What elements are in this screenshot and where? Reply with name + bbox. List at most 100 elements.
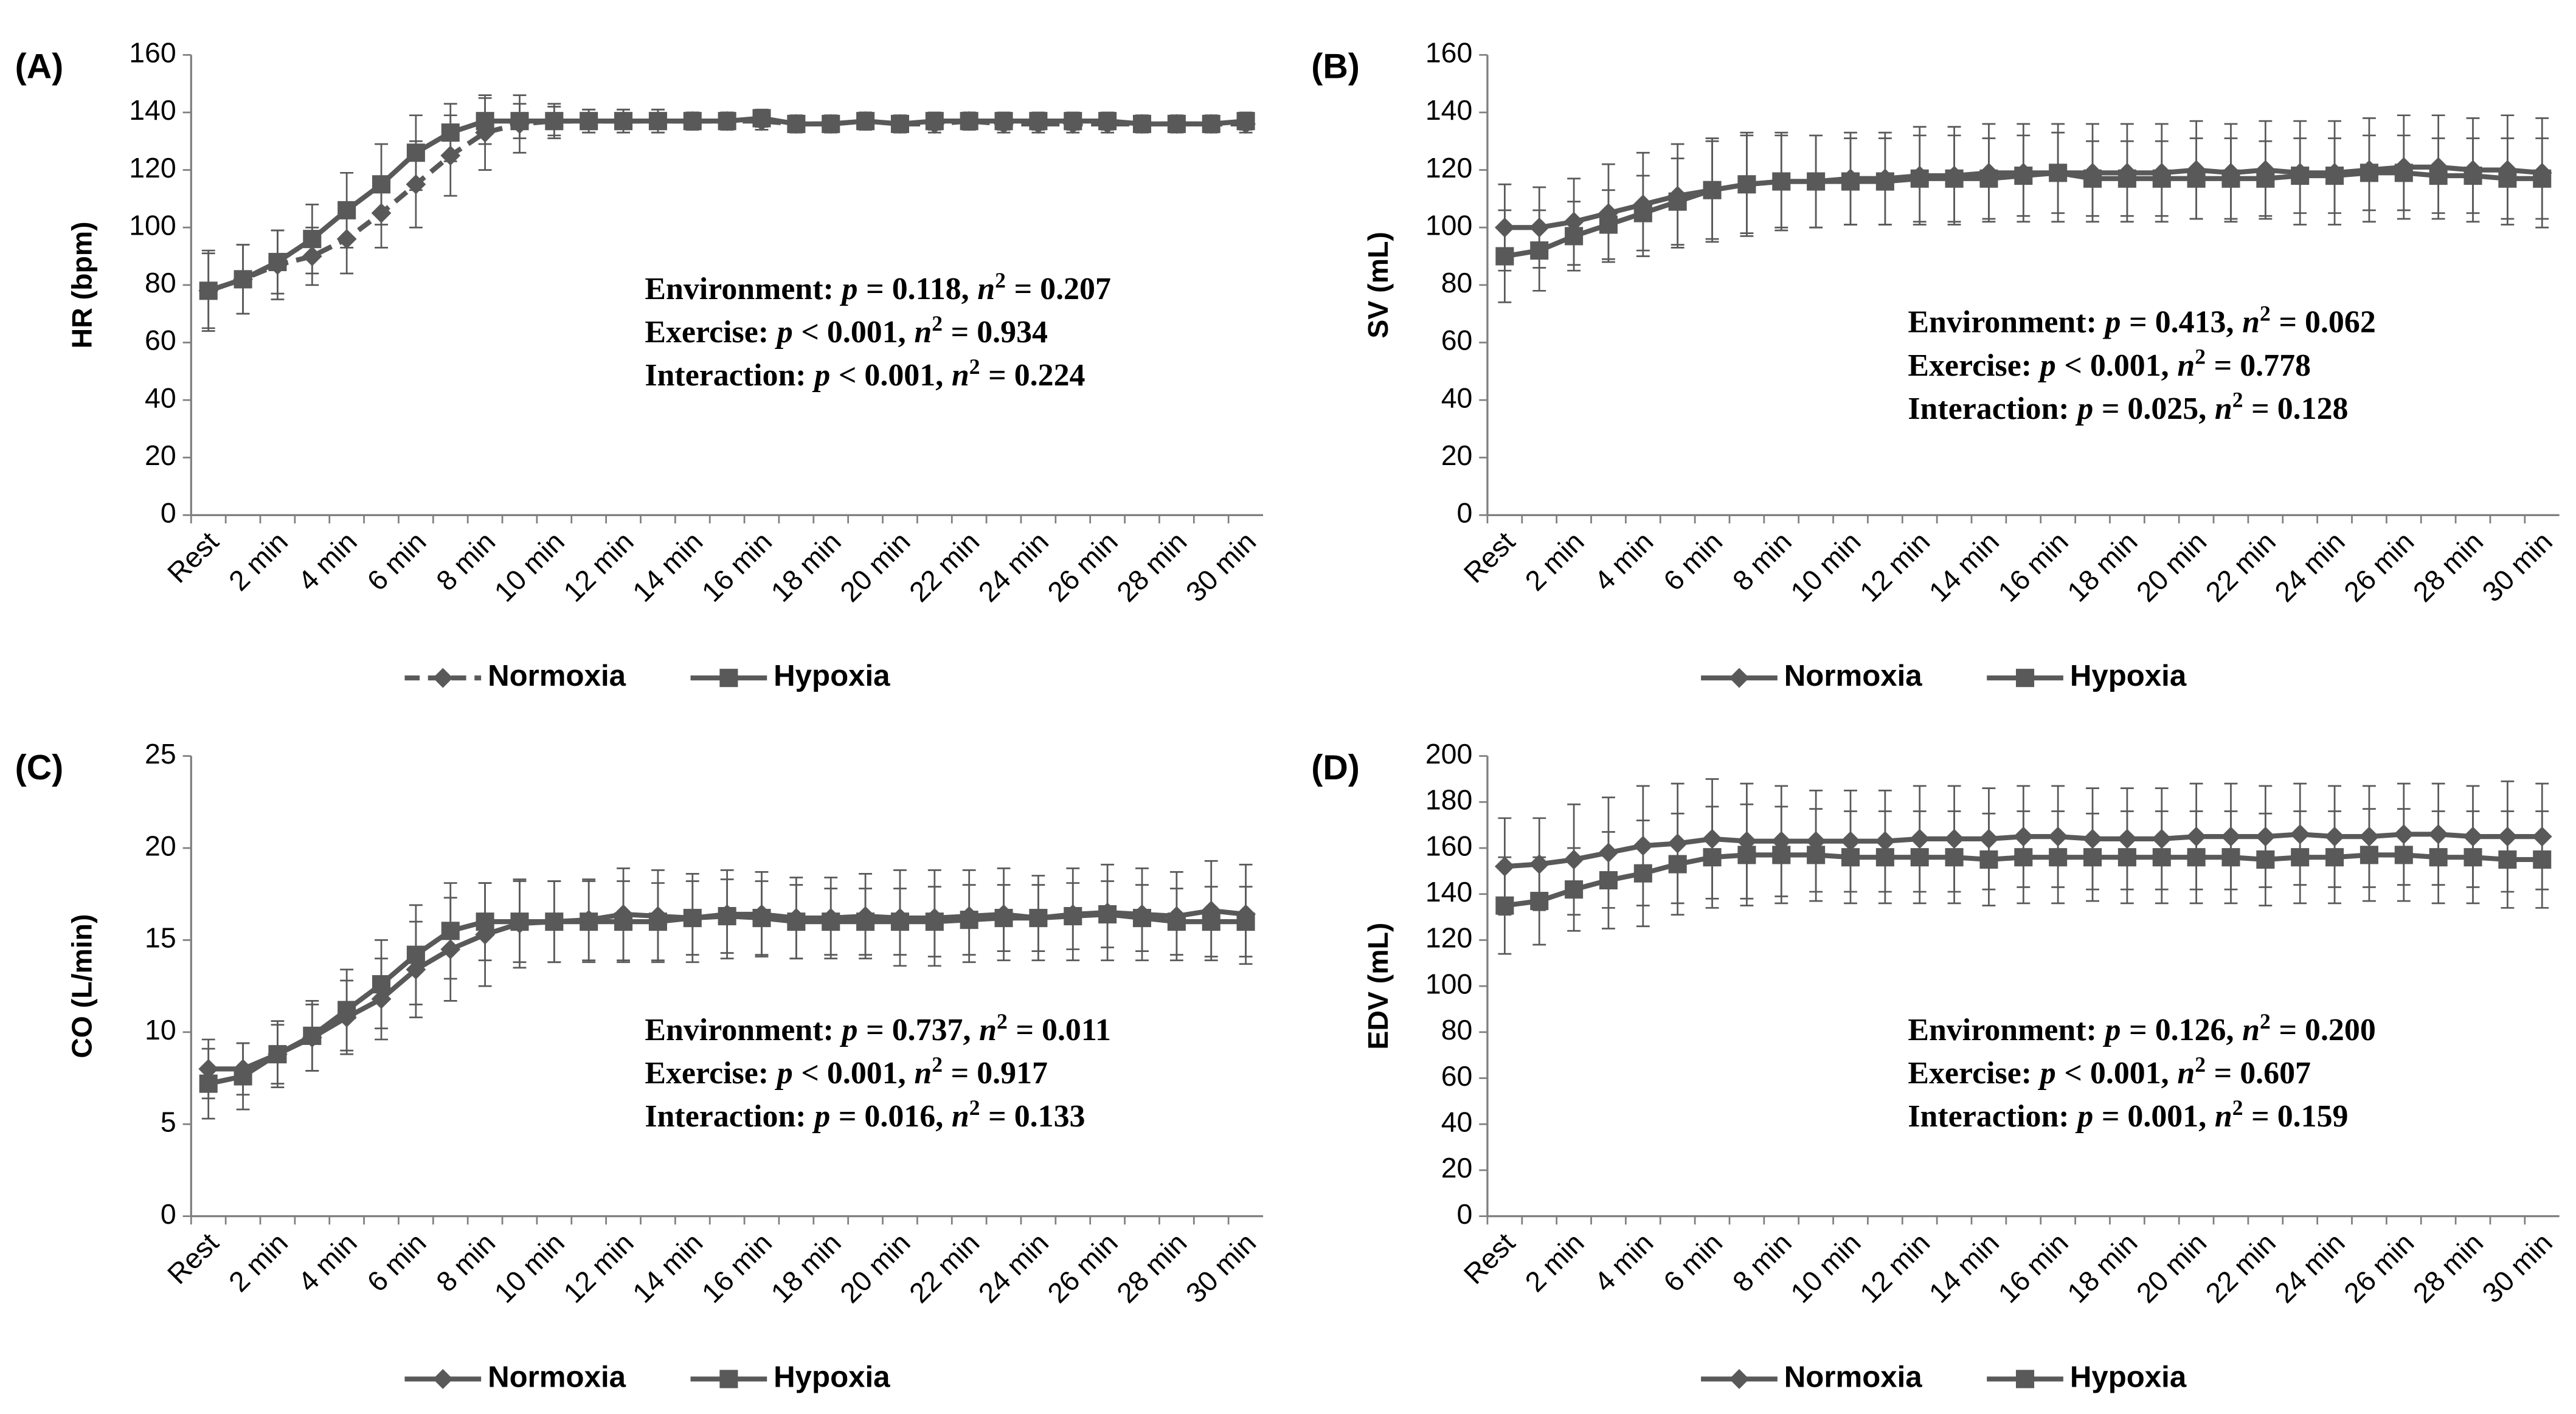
marker-square [303,230,322,249]
annotation-part: Interaction: [645,358,806,393]
marker-square [2016,1370,2035,1388]
marker-square [683,112,702,131]
x-tick-label: 14 min [626,526,708,608]
marker-square [2152,848,2171,867]
annotation-part: 2 [2232,1095,2243,1120]
marker-square [338,1001,356,1019]
annotation-part: p [775,315,793,350]
x-tick-label: 24 min [972,1227,1054,1309]
marker-square [2152,169,2171,188]
stat-annotation: Interaction: p = 0.016, n2 = 0.133 [645,1095,1085,1134]
y-axis-label: SV (mL) [1362,232,1394,338]
annotation-part: = 0.025, [2102,391,2206,426]
annotation-part: p [840,1013,858,1047]
x-tick-label: 24 min [2268,1227,2350,1309]
stat-annotation: Environment: p = 0.737, n2 = 0.011 [645,1009,1111,1047]
annotation-part: Exercise: [645,1056,769,1091]
marker-square [1029,909,1048,928]
annotation-part: Interaction: [1908,1099,2069,1134]
annotation-part: = 0.413, [2129,305,2234,340]
marker-square [406,945,425,964]
annotation-part: 2 [2195,1052,2206,1077]
y-tick-label: 25 [145,738,176,770]
marker-square [719,669,738,688]
panel-label: (C) [15,748,64,787]
marker-square [1979,850,1998,869]
marker-square [2049,848,2068,867]
marker-square [1495,896,1514,915]
y-tick-label: 80 [1441,1014,1473,1046]
x-tick-label: 26 min [1041,526,1123,608]
legend-label: Normoxia [1784,659,1923,692]
marker-square [1064,907,1082,926]
annotation-part: p [2075,391,2093,426]
stat-annotation: Exercise: p < 0.001, n2 = 0.778 [1908,345,2311,383]
annotation-part: n [2242,1013,2260,1047]
marker-square [2117,169,2136,188]
marker-square [994,112,1013,131]
marker-square [2429,167,2448,185]
marker-square [1530,241,1549,260]
marker-square [1772,846,1791,864]
marker-square [718,112,736,131]
annotation-part: = 0.607 [2214,1056,2311,1091]
marker-square [2463,848,2482,867]
x-tick-label: 16 min [696,1227,778,1309]
marker-square [372,975,391,994]
y-tick-label: 180 [1425,784,1472,816]
marker-square [1565,227,1584,246]
marker-square [372,175,391,194]
marker-square [648,912,667,931]
marker-square [2291,848,2310,867]
marker-square [2325,848,2344,867]
annotation-part: p [2103,305,2121,340]
x-tick-label: 30 min [1180,1227,1262,1309]
marker-square [441,123,460,142]
marker-square [1875,172,1894,191]
y-tick-label: 0 [161,1198,176,1230]
x-tick-label: 18 min [2061,1227,2143,1309]
marker-square [787,114,806,133]
annotation-part: p [775,1056,793,1091]
marker-square [580,912,598,931]
x-tick-label: 10 min [488,526,570,608]
x-tick-label: 22 min [2200,526,2282,608]
y-tick-label: 60 [145,325,176,356]
marker-square [718,907,736,926]
annotation-part: Exercise: [1908,1056,2032,1091]
annotation-part: n [952,358,969,393]
annotation-part: = 0.016, [839,1099,943,1134]
marker-square [1202,114,1220,133]
marker-square [1979,169,1998,188]
marker-square [1737,175,1756,194]
y-tick-label: 140 [1425,94,1472,126]
marker-square [856,912,875,931]
marker-square [2498,850,2517,869]
annotation-part: = 0.062 [2279,305,2375,340]
x-tick-label: 24 min [2268,526,2350,608]
marker-square [960,112,978,131]
x-tick-label: 10 min [1784,1227,1866,1309]
marker-square [1132,909,1152,928]
y-tick-label: 160 [129,37,176,69]
x-tick-label: 28 min [1110,526,1193,608]
x-tick-label: 12 min [1854,1227,1936,1309]
marker-square [2016,669,2035,688]
y-tick-label: 40 [1441,1106,1473,1137]
annotation-part: 2 [969,1095,980,1120]
marker-square [1236,912,1255,931]
y-tick-label: 40 [145,382,176,413]
marker-square [822,114,840,133]
marker-square [1236,112,1255,131]
marker-square [1599,871,1618,890]
marker-square [1841,172,1860,191]
marker-square [648,112,667,131]
marker-square [2533,169,2552,188]
annotation-part: 2 [997,1009,1008,1033]
marker-square [1098,905,1117,924]
marker-square [1633,864,1652,883]
x-tick-label: 10 min [1784,526,1866,608]
marker-square [1703,181,1722,199]
x-tick-label: 6 min [361,1227,432,1298]
x-tick-label: 22 min [903,1227,985,1309]
